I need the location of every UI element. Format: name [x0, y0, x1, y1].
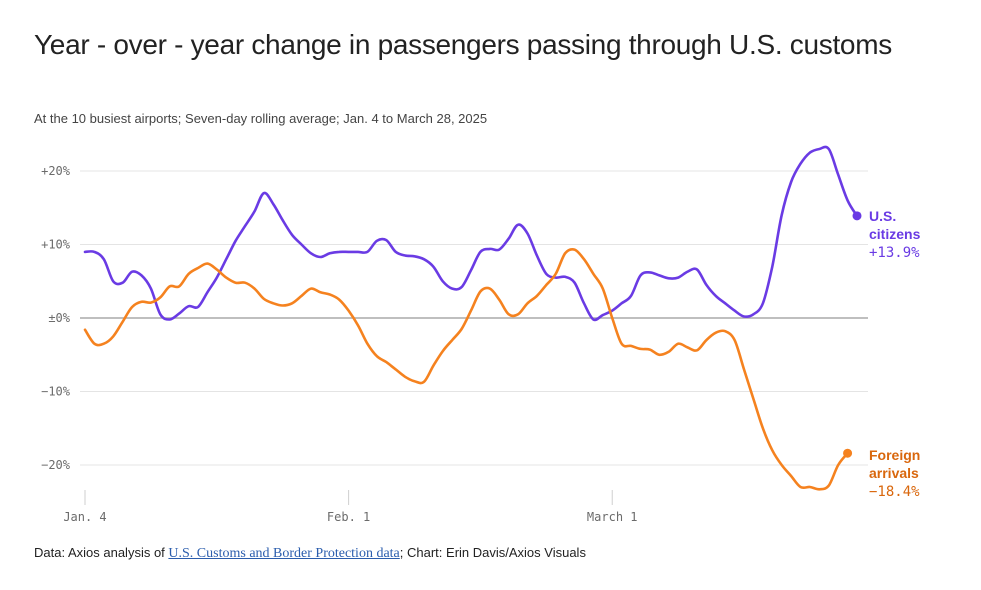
- chart-subtitle: At the 10 busiest airports; Seven-day ro…: [34, 111, 488, 126]
- y-tick-label: +20%: [41, 164, 71, 178]
- x-tick-label: Feb. 1: [327, 510, 370, 524]
- foreign-series-line: [83, 247, 849, 491]
- us-series-label: U.S.: [869, 208, 896, 224]
- source-suffix: ; Chart: Erin Davis/Axios Visuals: [399, 545, 586, 560]
- x-tick-label: March 1: [587, 510, 638, 524]
- line-chart: +20% +10% ±0% −10% −20% Jan. 4 Feb. 1 March 1 U.…: [41, 145, 921, 524]
- foreign-end-value: −18.4%: [869, 484, 920, 500]
- y-tick-label: −20%: [41, 458, 71, 472]
- foreign-series-label: Foreign: [869, 447, 920, 463]
- x-tick-label: Jan. 4: [63, 510, 106, 524]
- us-end-value: +13.9%: [869, 245, 920, 261]
- foreign-end-point: [843, 448, 853, 458]
- source-prefix: Data: Axios analysis of: [34, 545, 169, 560]
- chart-title: Year - over - year change in passengers …: [34, 29, 892, 60]
- y-tick-label: −10%: [41, 385, 71, 399]
- foreign-series-label: arrivals: [869, 465, 919, 481]
- source-note: Data: Axios analysis of U.S. Customs and…: [34, 545, 586, 562]
- y-tick-label: ±0%: [48, 311, 70, 325]
- source-link[interactable]: U.S. Customs and Border Protection data: [168, 546, 400, 561]
- us-series-label: citizens: [869, 226, 921, 242]
- us-end-point: [852, 211, 862, 221]
- us-series-line: [83, 145, 859, 322]
- y-tick-label: +10%: [41, 238, 71, 252]
